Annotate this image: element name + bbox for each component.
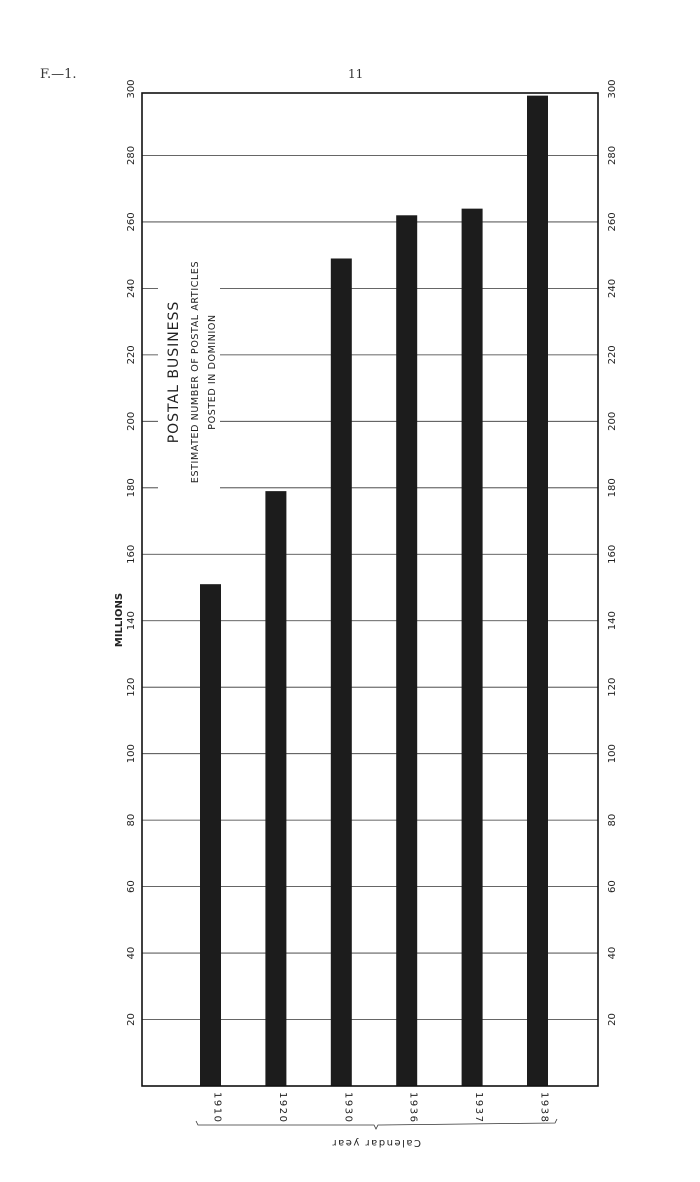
x-tick-label: 1910: [212, 1092, 223, 1123]
y-tick-label-left: 220: [126, 345, 137, 364]
y-tick-label-left: 280: [126, 146, 137, 165]
x-tick-label: 1938: [539, 1092, 550, 1123]
y-tick-label-right: 140: [607, 611, 618, 630]
y-tick-label-right: 100: [607, 744, 618, 763]
x-tick-label: 1930: [342, 1092, 353, 1123]
page-number: 11: [348, 67, 363, 81]
x-axis-brace: [195, 1118, 558, 1130]
bar-1920: [265, 491, 287, 1087]
bar-1938: [527, 95, 548, 1086]
tick-labels: 20 20 40 40 60 60 80 80 100 100 120 120 140 140 160 160…: [126, 79, 618, 1025]
y-tick-label-left: 180: [126, 478, 137, 497]
y-tick-label-left: 260: [126, 212, 137, 231]
y-tick-label-left: 120: [126, 678, 137, 697]
y-tick-label-left: 300: [126, 79, 137, 98]
y-tick-label-right: 80: [607, 814, 618, 827]
y-tick-label-right: 120: [607, 678, 618, 697]
y-tick-label-right: 280: [607, 146, 618, 165]
y-tick-label-right: 240: [607, 279, 618, 298]
x-tick-label: 1937: [473, 1092, 484, 1123]
x-axis-label: Calendar year: [331, 1137, 421, 1148]
chart-title: POSTAL BUSINESS: [166, 301, 182, 444]
y-axis-label: MILLIONS: [114, 593, 125, 647]
y-tick-label-right: 200: [607, 412, 618, 431]
y-tick-label-left: 20: [126, 1013, 137, 1026]
y-tick-label-right: 40: [607, 947, 618, 960]
y-tick-label-right: 220: [607, 345, 618, 364]
y-tick-label-left: 140: [126, 611, 137, 630]
y-tick-label-right: 180: [607, 478, 618, 497]
bars: [200, 95, 548, 1087]
bar-1937: [461, 208, 483, 1086]
y-tick-label-right: 300: [607, 79, 618, 98]
y-tick-label-left: 200: [126, 412, 137, 431]
y-tick-label-left: 60: [126, 880, 137, 893]
y-tick-label-left: 100: [126, 744, 137, 763]
x-tick-label: 1936: [408, 1092, 419, 1123]
bar-1936: [396, 215, 418, 1086]
x-tick-labels: 1910 1920 1930 1936 1937 1938: [212, 1092, 550, 1123]
y-tick-label-right: 260: [607, 212, 618, 231]
bar-1910: [200, 584, 221, 1086]
plot-frame: [141, 92, 599, 1087]
y-tick-label-right: 20: [607, 1013, 618, 1026]
chart-subtitle-line-2: POSTED IN DOMINION: [207, 314, 218, 429]
chart-subtitle-line-1: ESTIMATED NUMBER OF POSTAL ARTICLES: [190, 261, 201, 483]
y-tick-label-right: 160: [607, 545, 618, 564]
y-tick-label-left: 40: [126, 947, 137, 960]
y-tick-label-left: 160: [126, 545, 137, 564]
y-tick-label-left: 80: [126, 814, 137, 827]
y-tick-label-left: 240: [126, 279, 137, 298]
page-section-label: F.—1.: [40, 67, 77, 82]
x-tick-label: 1920: [277, 1092, 288, 1123]
y-tick-label-right: 60: [607, 880, 618, 893]
bar-1930: [330, 258, 352, 1086]
title-background: [158, 250, 220, 510]
